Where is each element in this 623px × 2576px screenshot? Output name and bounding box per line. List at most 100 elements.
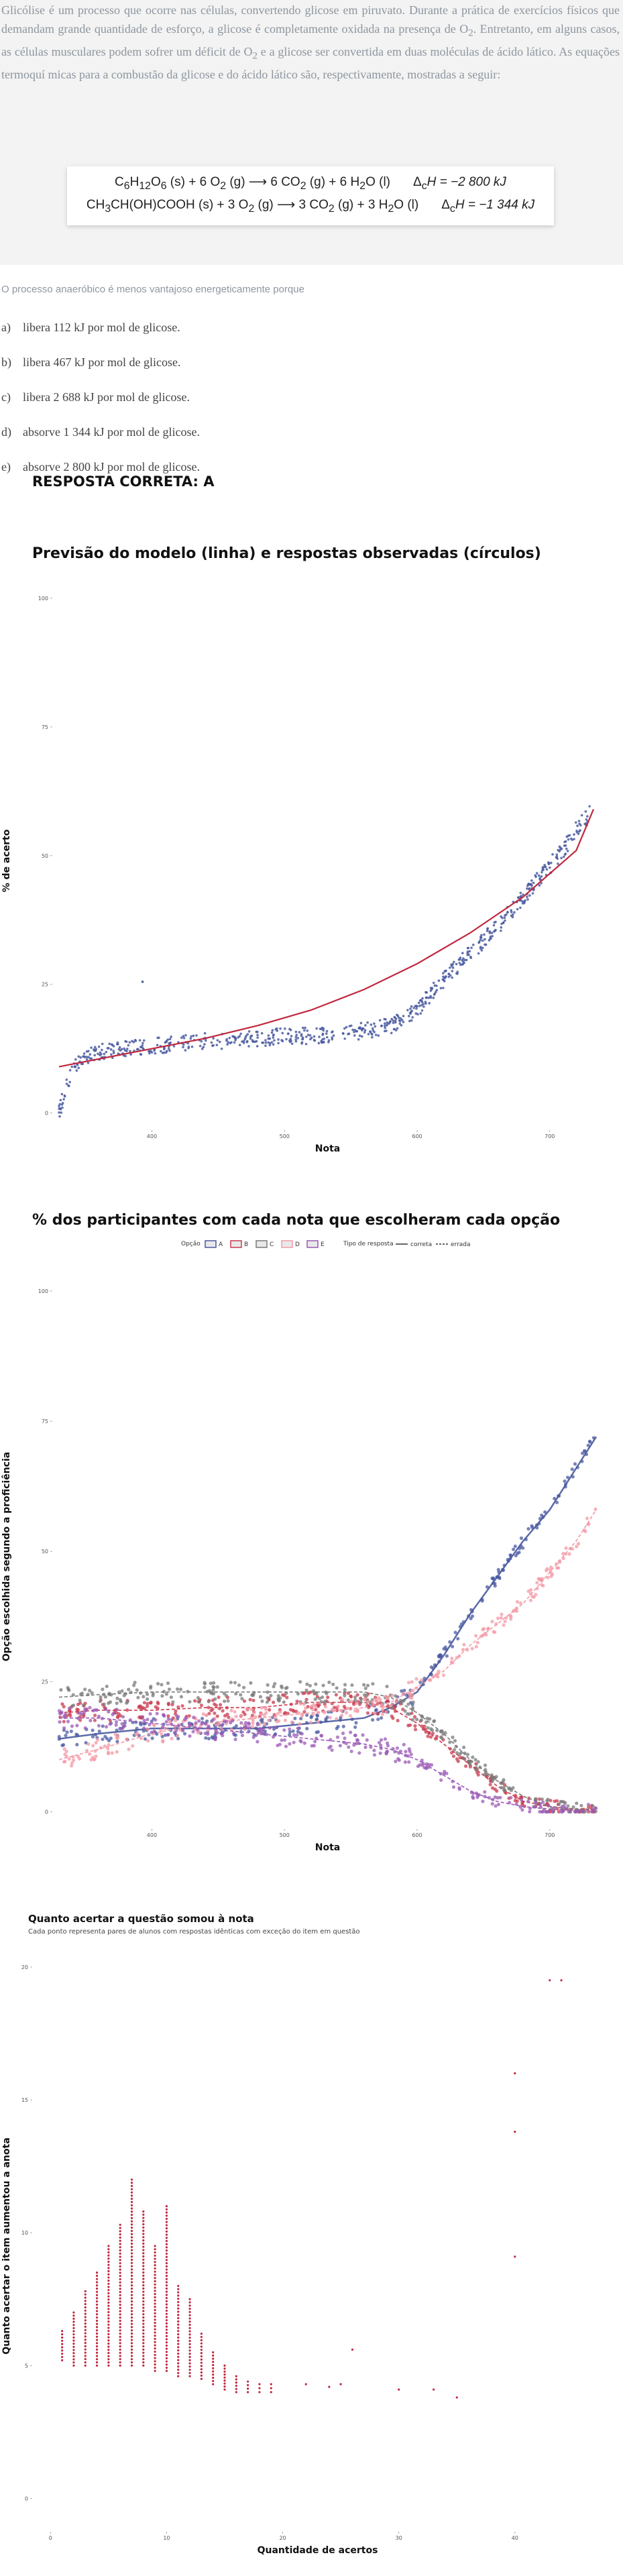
chart2-point-E xyxy=(67,1706,71,1710)
chart2-point-C xyxy=(66,1687,70,1691)
chart1-observed-point xyxy=(294,1040,298,1043)
chart3-point xyxy=(165,2357,168,2359)
chart1-observed-point xyxy=(304,1026,306,1029)
option-a[interactable]: a) libera 112 kJ por mol de glicose. xyxy=(1,321,180,334)
chart3-point xyxy=(107,2267,110,2270)
chart2-point-C xyxy=(319,1699,323,1704)
chart3-point xyxy=(177,2294,180,2297)
chart2-point-C xyxy=(211,1688,215,1692)
chart1-observed-point xyxy=(558,850,561,853)
chart1-observed-point xyxy=(161,1052,164,1054)
option-c[interactable]: c) libera 2 688 kJ por mol de glicose. xyxy=(1,390,190,404)
chart1-observed-point xyxy=(187,1046,190,1050)
chart3-point xyxy=(433,2388,435,2391)
chart2-point-E xyxy=(310,1744,314,1748)
chart3-point xyxy=(119,2342,121,2345)
chart1-observed-point xyxy=(532,881,535,885)
chart2-point-D xyxy=(107,1743,111,1747)
chart2-legend-key xyxy=(256,1240,268,1248)
chart2-point-E xyxy=(203,1722,208,1726)
chart1-observed-point xyxy=(97,1046,101,1048)
chart3-point xyxy=(107,2361,110,2364)
option-b[interactable]: b) libera 467 kJ por mol de glicose. xyxy=(1,355,181,369)
chart2-point-B xyxy=(449,1750,454,1755)
chart3-point xyxy=(154,2296,156,2298)
chart1-observed-point xyxy=(529,883,532,885)
chart3-point xyxy=(84,2319,87,2322)
chart2-point-A xyxy=(453,1630,457,1634)
chart3-point xyxy=(119,2278,121,2281)
chart3-point xyxy=(72,2361,75,2364)
chart1-observed-point xyxy=(84,1056,87,1059)
chart2-point-E xyxy=(115,1707,119,1712)
chart3-point xyxy=(107,2260,110,2263)
chart3-point xyxy=(130,2220,133,2223)
chart2-point-C xyxy=(258,1695,263,1699)
chart3-point xyxy=(165,2306,168,2309)
chart2-point-A xyxy=(521,1546,525,1550)
chart3-point xyxy=(188,2375,191,2377)
chart3-point xyxy=(165,2287,168,2290)
chart3-point xyxy=(107,2333,110,2335)
chart3-point xyxy=(154,2331,156,2334)
chart3-point xyxy=(154,2267,156,2270)
chart2-point-C xyxy=(266,1683,270,1687)
chart1-observed-point xyxy=(443,980,446,983)
chart3-point xyxy=(188,2371,191,2374)
option-d[interactable]: d) absorve 1 344 kJ por mol de glicose. xyxy=(1,425,200,439)
chart2-point-A xyxy=(448,1640,452,1644)
chart2-point-B xyxy=(219,1703,223,1707)
chart2-point-C xyxy=(164,1692,168,1696)
chart1-observed-point xyxy=(109,1048,113,1051)
option-e[interactable]: e) absorve 2 800 kJ por mol de glicose. xyxy=(1,460,200,473)
chart3-point xyxy=(258,2391,261,2394)
chart2-point-D xyxy=(437,1669,441,1673)
chart2-point-C xyxy=(272,1685,276,1689)
chart2-point-C xyxy=(468,1762,472,1767)
chart1-observed-point xyxy=(567,834,569,838)
chart1-observed-point xyxy=(367,1033,370,1035)
chart1-observed-point xyxy=(466,946,469,950)
chart3-point xyxy=(188,2301,191,2304)
question-box: Glicólise é um processo que ocorre nas c… xyxy=(0,0,623,265)
chart2-point-E xyxy=(105,1725,109,1729)
chart2-point-B xyxy=(142,1701,147,1705)
chart1-model-line xyxy=(58,809,595,1068)
chart1-observed-point xyxy=(364,1023,367,1027)
chart2-point-B xyxy=(294,1710,298,1714)
chart1-observed-point xyxy=(322,1029,325,1032)
chart1-observed-point xyxy=(241,1040,243,1043)
chart2-point-A xyxy=(565,1475,570,1479)
chart2-point-B xyxy=(156,1700,160,1705)
chart1-observed-point xyxy=(233,1041,236,1044)
chart1-observed-point xyxy=(170,1035,172,1038)
chart2-point-E xyxy=(214,1731,218,1735)
chart1-observed-point xyxy=(168,1049,171,1052)
chart2-point-D xyxy=(536,1577,541,1581)
chart2-point-B xyxy=(549,1799,553,1803)
chart1-observed-point xyxy=(384,1022,386,1025)
chart2-point-C xyxy=(196,1695,200,1700)
chart2-point-B xyxy=(223,1714,227,1718)
chart2-point-D xyxy=(515,1600,520,1604)
chart2-point-E xyxy=(83,1726,87,1730)
chart3-point xyxy=(165,2294,168,2296)
chart1-observed-point xyxy=(323,1040,325,1044)
chart3-point xyxy=(154,2357,156,2359)
chart2-point-B xyxy=(146,1704,150,1708)
chart2-point-E xyxy=(288,1727,292,1731)
chart2-point-D xyxy=(490,1620,494,1624)
chart1-observed-point xyxy=(138,1039,141,1042)
chart2-point-B xyxy=(282,1712,286,1716)
chart2-point-B xyxy=(137,1716,141,1720)
chart3-point xyxy=(177,2310,180,2313)
chart1-observed-point xyxy=(156,1044,159,1047)
chart2-point-C xyxy=(136,1695,140,1699)
chart1-observed-point xyxy=(351,1028,354,1031)
chart2-point-D xyxy=(474,1644,478,1648)
chart1-observed-point xyxy=(313,1035,316,1038)
chart3-point xyxy=(142,2210,145,2213)
chart2-point-B xyxy=(207,1705,211,1710)
chart2-point-C xyxy=(453,1739,457,1743)
